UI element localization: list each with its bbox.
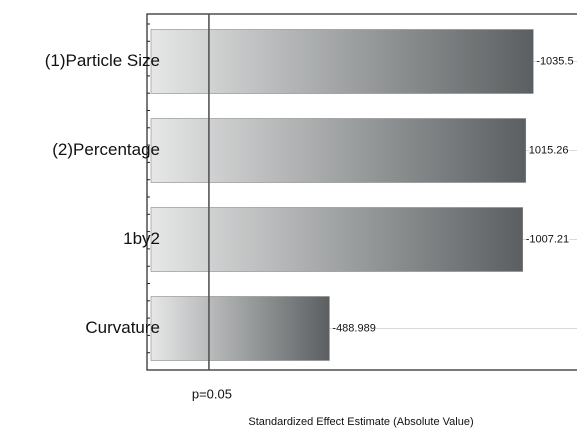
value-label: -1007.21	[526, 233, 569, 245]
x-axis-label: Standardized Effect Estimate (Absolute V…	[248, 416, 473, 428]
label-bg	[528, 144, 569, 157]
y-tick-label: Curvature	[85, 318, 160, 337]
bar	[150, 207, 524, 272]
bar	[150, 296, 330, 361]
y-tick-label: (2)Percentage	[52, 140, 160, 159]
reference-label: p=0.05	[192, 386, 232, 401]
label-bg	[332, 322, 376, 335]
plot-frame	[146, 13, 577, 371]
value-label: 1015.26	[529, 144, 569, 156]
value-label: -1035.5	[536, 55, 573, 67]
y-tick-label: (1)Particle Size	[45, 51, 160, 70]
y-tick-label: 1by2	[123, 229, 160, 248]
value-label: -488.989	[332, 322, 375, 334]
bar	[150, 118, 527, 183]
bar	[150, 29, 534, 94]
label-bg	[525, 233, 570, 246]
label-bg	[536, 55, 574, 68]
